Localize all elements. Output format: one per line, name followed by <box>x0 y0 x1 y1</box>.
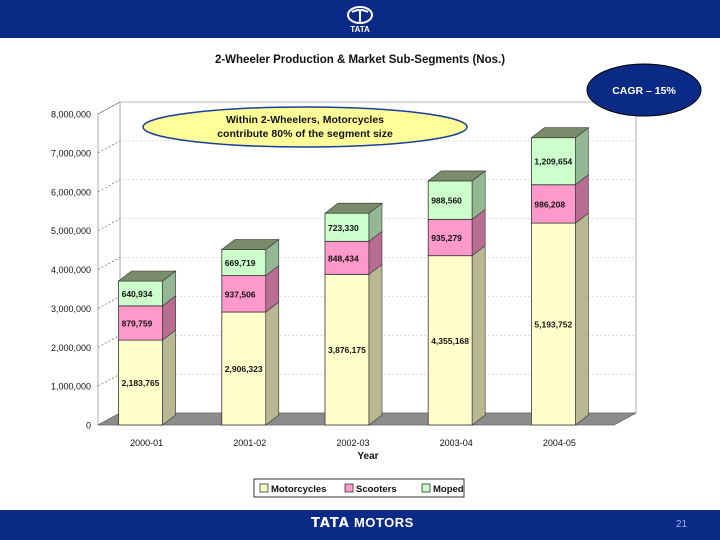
page-number: 21 <box>676 519 688 530</box>
data-label: 3,876,175 <box>328 345 366 355</box>
bar-face <box>221 275 267 313</box>
data-label: 2,183,765 <box>122 378 160 388</box>
x-axis-ticks: 2000-01 2001-02 2002-03 2003-04 2004-05 <box>130 438 576 448</box>
bar-top <box>324 202 383 214</box>
legend-swatch-moped <box>421 483 431 493</box>
cagr-callout: CAGR – 15% <box>586 63 702 117</box>
bar-face <box>221 311 267 426</box>
cagr-label: CAGR – 15% <box>612 85 676 97</box>
data-label: 988,560 <box>431 196 462 206</box>
stacked-bar-chart: 0 1,000,000 2,000,000 3,000,000 4,000,000 5,0… <box>51 63 702 498</box>
x-tick-label: 2000-01 <box>130 438 163 448</box>
bar-moped-2003-04: 988,560 <box>427 170 487 220</box>
bar-top <box>427 170 487 182</box>
bar-moped-2001-02: 669,719 <box>220 238 280 277</box>
bar-motorcycles-2003-04: 4,355,168 <box>427 245 486 426</box>
gridline-diag <box>97 140 121 154</box>
bar-face <box>221 249 267 276</box>
data-label: 723,330 <box>328 223 359 233</box>
y-tick-label: 8,000,000 <box>51 110 91 120</box>
gridline-diag <box>97 218 121 231</box>
data-label: 1,209,654 <box>534 157 572 167</box>
bars: 2,183,765 879,759 640,934 2,906,323 937,506 6… <box>117 127 590 426</box>
bar-top <box>220 239 280 250</box>
legend-swatch-scooters <box>344 483 354 493</box>
bar-side <box>162 329 176 426</box>
x-tick-label: 2001-02 <box>233 438 266 448</box>
gridline-diag <box>97 179 121 193</box>
tata-logo-icon: TATA <box>347 6 373 34</box>
x-axis-label: Year <box>357 451 378 462</box>
bar-side <box>368 263 383 426</box>
data-label: 669,719 <box>225 258 256 268</box>
bar-face <box>324 240 370 275</box>
note-line-2: contribute 80% of the segment size <box>217 128 393 140</box>
chart-title: 2-Wheeler Production & Market Sub-Segmen… <box>214 54 506 66</box>
bar-moped-2004-05: 1,209,654 <box>530 127 590 186</box>
legend-label-moped: Moped <box>433 484 464 495</box>
bar-face <box>324 212 370 242</box>
bar-scooters-2004-05: 986,208 <box>531 174 589 224</box>
y-tick-label: 4,000,000 <box>51 265 91 275</box>
gridline-diag <box>97 296 121 309</box>
bar-scooters-2003-04: 935,279 <box>427 208 486 257</box>
gridline-diag <box>97 257 121 270</box>
legend-label-scooters: Scooters <box>356 484 397 495</box>
x-tick-label: 2004-05 <box>543 438 576 448</box>
bar-side <box>265 301 280 426</box>
y-tick-label: 5,000,000 <box>51 226 91 236</box>
bar-top <box>117 270 177 282</box>
bar-scooters-2000-01: 879,759 <box>118 295 176 341</box>
bar-moped-2000-01: 640,934 <box>117 270 177 307</box>
data-label: 5,193,752 <box>534 320 572 330</box>
data-label: 2,906,323 <box>225 364 263 374</box>
bar-side <box>575 212 589 426</box>
bar-face <box>118 280 163 307</box>
brand-suffix: MOTORS <box>349 515 414 530</box>
y-axis-ticks: 0 1,000,000 2,000,000 3,000,000 4,000,000 5,0… <box>51 110 91 431</box>
gridline-diag <box>97 334 121 348</box>
svg-text:TATA: TATA <box>350 25 370 34</box>
note-callout: Within 2-Wheelers, Motorcycles contribut… <box>142 106 468 148</box>
y-tick-label: 7,000,000 <box>51 148 91 158</box>
bar-face <box>324 273 370 426</box>
bar-top <box>530 127 590 139</box>
y-tick-label: 2,000,000 <box>51 343 91 353</box>
data-label: 4,355,168 <box>431 336 469 346</box>
bar-side <box>471 245 486 426</box>
bar-scooters-2001-02: 937,506 <box>221 264 280 313</box>
data-label: 935,279 <box>431 233 462 243</box>
brand-name: TATA <box>311 516 350 531</box>
data-label: 879,759 <box>122 319 153 329</box>
bar-motorcycles-2002-03: 3,876,175 <box>324 263 383 426</box>
bar-motorcycles-2004-05: 5,193,752 <box>531 212 589 426</box>
note-line-1: Within 2-Wheelers, Motorcycles <box>226 114 384 126</box>
bar-face <box>531 184 576 224</box>
data-label: 848,434 <box>328 253 359 263</box>
bar-moped-2002-03: 723,330 <box>324 202 383 242</box>
bar-motorcycles-2000-01: 2,183,765 <box>118 329 176 426</box>
x-tick-label: 2002-03 <box>336 438 369 448</box>
y-tick-label: 1,000,000 <box>51 382 91 392</box>
y-tick-label: 6,000,000 <box>51 187 91 197</box>
gridline-diag <box>97 373 121 387</box>
x-tick-label: 2003-04 <box>440 438 473 448</box>
gridline-diag <box>97 101 121 115</box>
data-label: 986,208 <box>534 199 565 209</box>
legend: Motorcycles Scooters Moped <box>253 478 465 498</box>
data-label: 640,934 <box>122 289 153 299</box>
bar-scooters-2002-03: 848,434 <box>324 230 383 275</box>
legend-label-motorcycles: Motorcycles <box>271 484 326 495</box>
bar-face <box>427 255 473 426</box>
data-label: 937,506 <box>225 289 256 299</box>
legend-swatch-motorcycles <box>259 483 269 493</box>
footer-brand: TATA MOTORS <box>311 515 414 531</box>
footer-bar <box>0 510 720 540</box>
y-tick-label: 3,000,000 <box>51 304 91 314</box>
bar-motorcycles-2001-02: 2,906,323 <box>221 301 280 426</box>
y-tick-label: 0 <box>86 421 91 431</box>
bar-face <box>427 218 473 257</box>
